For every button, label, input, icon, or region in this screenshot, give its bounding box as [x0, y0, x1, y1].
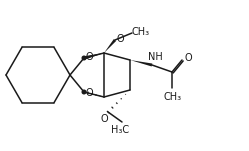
- Text: CH₃: CH₃: [132, 27, 150, 37]
- Polygon shape: [84, 53, 104, 60]
- Polygon shape: [130, 60, 152, 66]
- Text: CH₃: CH₃: [164, 92, 182, 102]
- Text: O: O: [85, 52, 93, 62]
- Text: H₃C: H₃C: [111, 125, 129, 135]
- Text: O: O: [184, 53, 192, 63]
- Text: O: O: [100, 114, 108, 124]
- Circle shape: [82, 90, 86, 94]
- Text: O: O: [116, 34, 124, 44]
- Circle shape: [82, 56, 86, 60]
- Text: O: O: [85, 88, 93, 98]
- Polygon shape: [104, 39, 116, 53]
- Text: NH: NH: [148, 52, 162, 62]
